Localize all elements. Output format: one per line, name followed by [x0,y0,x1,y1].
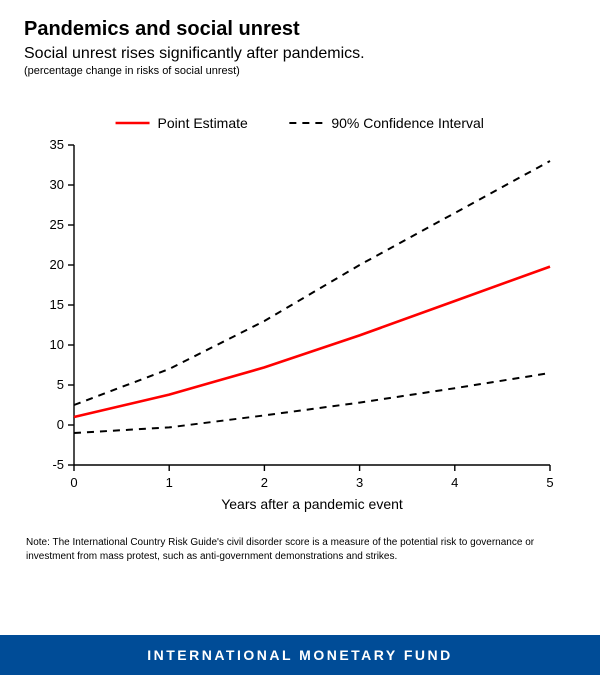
chart-header: Pandemics and social unrest Social unres… [0,0,600,83]
svg-text:3: 3 [356,475,363,490]
svg-text:0: 0 [57,417,64,432]
svg-text:4: 4 [451,475,458,490]
chart-paren-note: (percentage change in risks of social un… [24,65,576,77]
legend-label: Point Estimate [158,115,248,131]
line-chart: -5 0 5 10 15 20 25 30 35 0 1 2 3 4 5 Years after a pand… [14,101,574,521]
svg-text:15: 15 [50,297,64,312]
legend-label: 90% Confidence Interval [331,115,484,131]
chart-subtitle: Social unrest rises significantly after … [24,45,576,63]
svg-text:2: 2 [261,475,268,490]
svg-text:0: 0 [70,475,77,490]
svg-text:-5: -5 [52,457,64,472]
footnote: Note: The International Country Risk Gui… [0,536,600,584]
svg-text:20: 20 [50,257,64,272]
svg-text:5: 5 [57,377,64,392]
footer-branding: INTERNATIONAL MONETARY FUND [0,635,600,675]
svg-text:5: 5 [546,475,553,490]
svg-text:10: 10 [50,337,64,352]
svg-text:25: 25 [50,217,64,232]
chart-container: -5 0 5 10 15 20 25 30 35 0 1 2 3 4 5 Years after a pand… [0,83,600,536]
svg-text:1: 1 [166,475,173,490]
chart-title: Pandemics and social unrest [24,18,576,41]
footer-text: INTERNATIONAL MONETARY FUND [147,647,453,663]
svg-text:35: 35 [50,137,64,152]
svg-text:30: 30 [50,177,64,192]
svg-text:Years after a pandemic event: Years after a pandemic event [221,496,403,512]
